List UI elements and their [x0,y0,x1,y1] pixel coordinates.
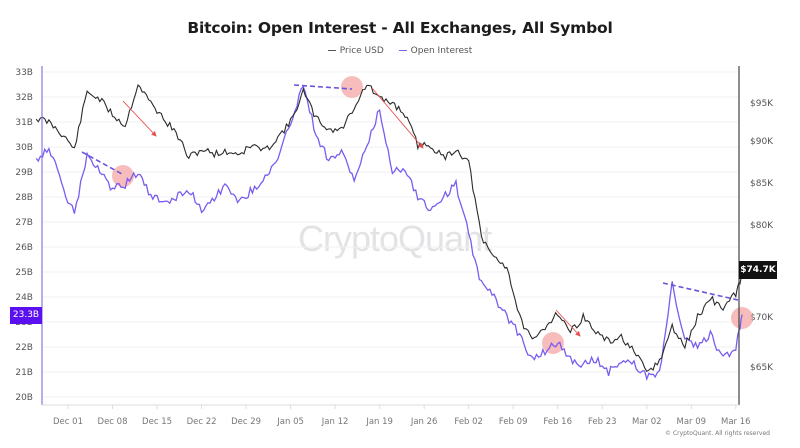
chart-title: Bitcoin: Open Interest - All Exchanges, … [187,19,613,37]
x-tick: Dec 29 [231,417,261,427]
y-left-tick: 24B [15,293,33,303]
y-right-tick: $80K [750,221,774,231]
x-tick: Dec 01 [53,417,83,427]
x-tick: Dec 15 [142,417,172,427]
x-tick: Mar 09 [676,417,706,427]
annotation-circle [341,76,363,98]
annotation-arrow [371,87,424,149]
legend-swatch-open-interest [398,49,407,52]
x-tick: Feb 23 [588,417,617,427]
annotation-arrow [122,100,157,137]
legend-label-open-interest: Open Interest [410,46,473,56]
x-tick: Dec 22 [187,417,217,427]
price-line [35,83,743,373]
current-price-badge: $74.7K [739,261,777,279]
y-left-tick: 27B [15,218,33,228]
y-right-tick: $70K [750,313,774,323]
current-open-interest-badge: 23.3B [10,307,42,324]
legend-label-price: Price USD [339,46,384,56]
y-left-tick: 32B [15,93,33,103]
x-axis: Dec 01 Dec 08 Dec 15 Dec 22 Dec 29 Jan 05 Jan … [53,405,751,427]
open-interest-line [35,85,743,382]
x-tick: Feb 16 [543,417,572,427]
y-left-tick: 22B [15,343,33,353]
y-left-tick: 21B [15,368,33,378]
annotation-arrow [555,309,581,337]
legend-swatch-price [327,49,336,52]
copyright: © CryptoQuant. All rights reserved [665,430,770,437]
x-tick: Jan 05 [276,417,304,427]
y-left-tick: 33B [15,68,33,78]
y-left-tick: 20B [15,393,33,403]
watermark: CryptoQuant [298,218,492,259]
y-right-tick: $65K [750,363,774,373]
y-axis-left: 33B32B31B30B29B28B27B26B25B24B23B22B21B2… [15,68,33,403]
x-tick: Feb 02 [454,417,483,427]
y-left-tick: 31B [15,118,33,128]
annotations-lines [81,84,739,337]
x-tick: Jan 19 [365,417,393,427]
x-tick: Jan 26 [410,417,438,427]
annotation-dashed-line [662,282,739,301]
y-left-tick: 30B [15,143,33,153]
annotation-circle [542,332,564,354]
y-left-tick: 26B [15,243,33,253]
legend-item-price[interactable]: Price USD [327,46,384,56]
x-tick: Mar 02 [632,417,662,427]
y-left-tick: 29B [15,168,33,178]
y-axis-right: $95K $90K $85K $80K $70K $65K [750,99,774,373]
x-tick: Feb 09 [499,417,528,427]
x-tick: Jan 12 [321,417,349,427]
y-left-tick: 25B [15,268,33,278]
legend-item-open-interest[interactable]: Open Interest [398,46,473,56]
x-tick: Dec 08 [98,417,128,427]
x-tick: Mar 16 [721,417,751,427]
annotations-circles [112,76,753,354]
y-right-tick: $95K [750,99,774,109]
y-right-tick: $90K [750,137,774,147]
y-right-tick: $85K [750,179,774,189]
annotation-circle [112,165,134,187]
grid-lines [42,71,739,398]
chart-legend: Price USD Open Interest [0,46,800,56]
annotation-dashed-line [293,84,353,90]
y-left-tick: 28B [15,193,33,203]
